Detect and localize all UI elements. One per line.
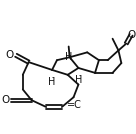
Text: O: O [127, 30, 135, 40]
Text: Ḣ: Ḣ [48, 77, 56, 87]
Text: O: O [6, 50, 14, 60]
Text: =C: =C [67, 100, 82, 110]
Text: Ḣ: Ḣ [75, 75, 82, 85]
Text: O: O [1, 95, 9, 105]
Text: H: H [65, 52, 72, 62]
